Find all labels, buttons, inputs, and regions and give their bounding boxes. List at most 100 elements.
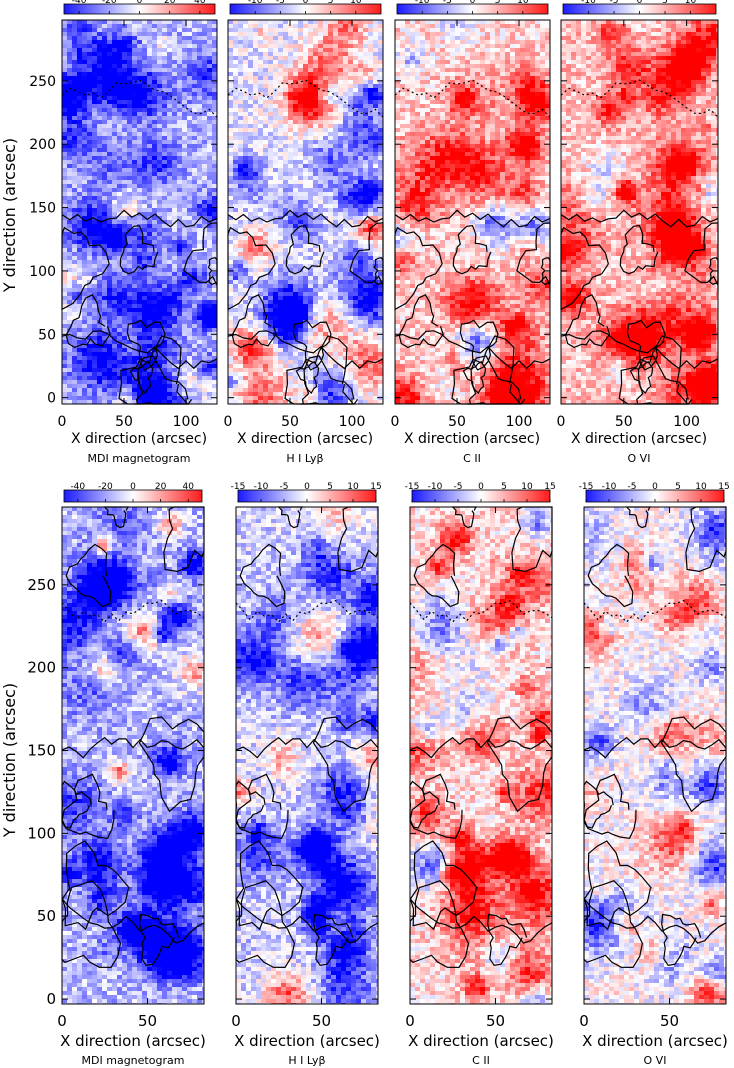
heatmap-cell — [172, 240, 177, 244]
heatmap-cell — [117, 188, 122, 192]
heatmap-cell — [192, 392, 197, 396]
heatmap-cell — [318, 88, 323, 92]
heatmap-cell — [328, 204, 333, 208]
heatmap-cell — [72, 36, 77, 40]
heatmap-cell — [77, 248, 82, 252]
heatmap-cell — [67, 32, 72, 36]
heatmap-cell — [92, 200, 97, 204]
heatmap-cell — [77, 276, 82, 280]
heatmap-cell — [152, 24, 157, 28]
heatmap-cell — [303, 32, 308, 36]
heatmap-cell — [82, 136, 87, 140]
heatmap-cell — [368, 220, 373, 224]
heatmap-cell — [233, 176, 238, 180]
heatmap-cell — [233, 188, 238, 192]
heatmap-cell — [97, 376, 102, 380]
heatmap-cell — [87, 364, 92, 368]
heatmap-cell — [348, 144, 353, 148]
heatmap-cell — [182, 164, 187, 168]
heatmap-cell — [62, 308, 67, 312]
heatmap-cell — [308, 64, 313, 68]
heatmap-cell — [182, 252, 187, 256]
heatmap-cell — [207, 136, 212, 140]
heatmap-cell — [278, 20, 283, 24]
heatmap-cell — [122, 148, 127, 152]
heatmap-cell — [373, 200, 378, 204]
heatmap-cell — [343, 160, 348, 164]
heatmap-cell — [167, 276, 172, 280]
heatmap-cell — [102, 96, 107, 100]
heatmap-cell — [363, 40, 368, 44]
heatmap-cell — [238, 132, 243, 136]
heatmap-cell — [117, 40, 122, 44]
heatmap-cell — [288, 192, 293, 196]
heatmap-cell — [157, 276, 162, 280]
heatmap-cell — [228, 60, 233, 64]
heatmap-cell — [87, 24, 92, 28]
heatmap-cell — [107, 176, 112, 180]
heatmap-cell — [288, 200, 293, 204]
heatmap-cell — [378, 168, 383, 172]
heatmap-cell — [147, 244, 152, 248]
heatmap-cell — [212, 104, 217, 108]
heatmap-cell — [373, 164, 378, 168]
heatmap-cell — [363, 188, 368, 192]
heatmap-cell — [87, 48, 92, 52]
heatmap-cell — [167, 216, 172, 220]
heatmap-cell — [77, 108, 82, 112]
heatmap-cell — [293, 108, 298, 112]
heatmap-cell — [192, 284, 197, 288]
heatmap-cell — [67, 248, 72, 252]
heatmap-cell — [207, 56, 212, 60]
heatmap-cell — [343, 136, 348, 140]
heatmap-cell — [192, 240, 197, 244]
heatmap-cell — [253, 180, 258, 184]
heatmap-cell — [97, 152, 102, 156]
heatmap-cell — [97, 144, 102, 148]
heatmap-cell — [77, 264, 82, 268]
heatmap-cell — [238, 152, 243, 156]
heatmap-cell — [308, 196, 313, 200]
heatmap-cell — [298, 84, 303, 88]
heatmap-cell — [152, 252, 157, 256]
heatmap-cell — [112, 104, 117, 108]
heatmap-cell — [308, 108, 313, 112]
heatmap-cell — [298, 68, 303, 72]
heatmap-cell — [333, 28, 338, 32]
heatmap-cell — [117, 140, 122, 144]
heatmap-cell — [122, 240, 127, 244]
heatmap-cell — [117, 300, 122, 304]
heatmap-cell — [117, 276, 122, 280]
heatmap-cell — [97, 240, 102, 244]
heatmap-cell — [202, 304, 207, 308]
heatmap-cell — [152, 84, 157, 88]
heatmap-cell — [187, 32, 192, 36]
heatmap-cell — [258, 96, 263, 100]
heatmap-cell — [318, 152, 323, 156]
heatmap-cell — [328, 156, 333, 160]
heatmap-cell — [253, 124, 258, 128]
heatmap-cell — [348, 236, 353, 240]
heatmap-cell — [62, 340, 67, 344]
heatmap-cell — [333, 244, 338, 248]
heatmap-cell — [187, 264, 192, 268]
heatmap-cell — [318, 36, 323, 40]
heatmap-cell — [278, 192, 283, 196]
heatmap-cell — [187, 148, 192, 152]
heatmap-cell — [333, 52, 338, 56]
heatmap-cell — [77, 356, 82, 360]
heatmap-cell — [67, 72, 72, 76]
heatmap-cell — [243, 192, 248, 196]
heatmap-cell — [147, 116, 152, 120]
heatmap-cell — [353, 268, 358, 272]
heatmap-cell — [62, 152, 67, 156]
heatmap-cell — [378, 244, 383, 248]
heatmap-cell — [283, 96, 288, 100]
heatmap-cell — [207, 248, 212, 252]
heatmap-cell — [303, 160, 308, 164]
heatmap-cell — [238, 204, 243, 208]
heatmap-cell — [122, 312, 127, 316]
heatmap-cell — [82, 176, 87, 180]
heatmap-cell — [293, 20, 298, 24]
heatmap-cell — [253, 232, 258, 236]
